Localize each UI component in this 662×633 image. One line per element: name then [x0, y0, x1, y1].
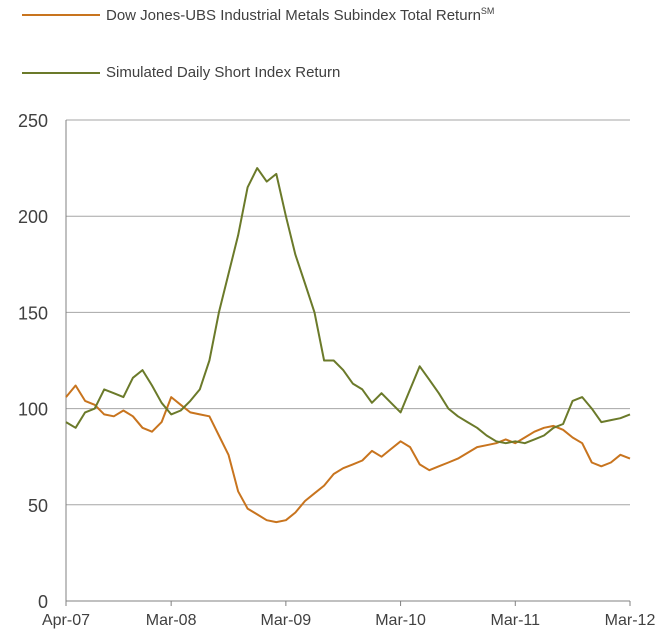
x-tick-label: Apr-07 — [42, 612, 90, 629]
x-tick-label: Mar-11 — [491, 612, 541, 629]
series-line-metals — [65, 384, 631, 524]
y-tick-label: 150 — [18, 303, 48, 323]
y-tick-label: 100 — [18, 400, 48, 420]
x-tick-label: Mar-10 — [375, 612, 426, 629]
x-tick-label: Mar-12 — [605, 612, 656, 629]
y-tick-label: 50 — [28, 496, 48, 516]
y-tick-label: 0 — [38, 592, 48, 612]
legend-swatch-short — [22, 71, 100, 74]
series-line-short — [65, 167, 631, 445]
y-tick-label: 200 — [18, 207, 48, 227]
legend-item-short: Simulated Daily Short Index Return — [22, 64, 340, 81]
legend-label-short: Simulated Daily Short Index Return — [106, 64, 341, 81]
legend-label-metals: Dow Jones-UBS Industrial Metals Subindex… — [106, 6, 495, 24]
legend-swatch-metals — [22, 14, 100, 16]
x-tick-label: Mar-08 — [146, 612, 197, 629]
x-tick-label: Mar-09 — [261, 612, 312, 629]
y-tick-label: 250 — [18, 111, 48, 131]
legend-item-metals: Dow Jones-UBS Industrial Metals Subindex… — [22, 6, 494, 24]
